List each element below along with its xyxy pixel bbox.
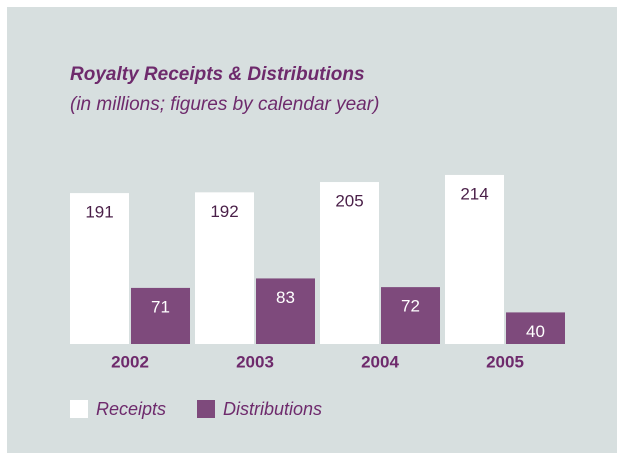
x-tick-label: 2005 (486, 352, 524, 371)
bar (195, 192, 254, 344)
x-tick-label: 2002 (111, 352, 149, 371)
bar (445, 174, 504, 344)
value-label: 192 (210, 202, 238, 221)
bar (381, 287, 440, 344)
value-label: 191 (85, 203, 113, 222)
value-label: 71 (151, 297, 170, 316)
legend-label: Distributions (223, 399, 322, 419)
legend-swatch (197, 400, 215, 418)
bar (70, 193, 129, 344)
value-label: 72 (401, 297, 420, 316)
bar (320, 182, 379, 344)
bar (131, 287, 190, 344)
chart-title: Royalty Receipts & Distributions (70, 64, 365, 85)
legend-swatch (70, 400, 88, 418)
chart-subtitle: (in millions; figures by calendar year) (70, 94, 379, 115)
value-label: 83 (276, 288, 295, 307)
bar (506, 312, 565, 344)
bar (256, 278, 315, 344)
x-tick-label: 2003 (236, 352, 274, 371)
legend-label: Receipts (96, 399, 166, 419)
value-label: 214 (460, 184, 488, 203)
x-tick-label: 2004 (361, 352, 399, 371)
value-label: 40 (526, 322, 545, 341)
value-label: 205 (335, 192, 363, 211)
